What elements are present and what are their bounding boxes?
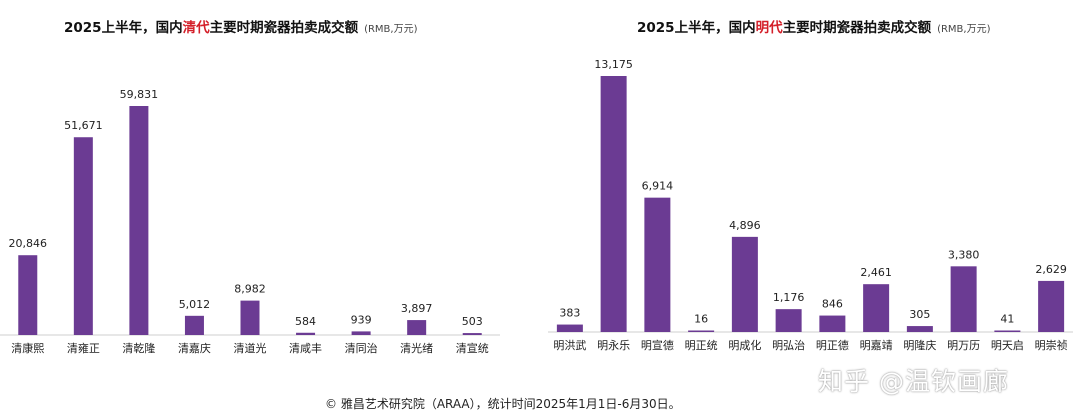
qing-value-label: 3,897 — [401, 302, 433, 315]
ming-value-label: 41 — [1000, 313, 1014, 326]
ming-bar — [731, 236, 758, 332]
qing-category-label: 清嘉庆 — [178, 341, 211, 355]
source-footnote: © 雅昌艺术研究院（ARAA），统计时间2025年1月1日-6月30日。 — [325, 397, 681, 411]
ming-chart-title: 2025上半年，国内明代主要时期瓷器拍卖成交额 (RMB,万元) — [637, 16, 991, 36]
ming-bar — [950, 266, 977, 332]
ming-bar — [863, 284, 890, 332]
ming-value-label: 1,176 — [773, 291, 805, 304]
qing-category-label: 清咸丰 — [289, 342, 322, 355]
qing-value-label: 939 — [351, 313, 372, 326]
ming-bar — [906, 326, 933, 332]
ming-value-label: 846 — [822, 298, 843, 311]
qing-value-label: 584 — [295, 315, 316, 328]
qing-bar — [240, 300, 260, 335]
ming-title-highlight: 明代 — [755, 20, 783, 36]
qing-category-label: 清道光 — [234, 341, 267, 355]
ming-bar — [775, 309, 802, 332]
ming-category-label: 明洪武 — [553, 338, 586, 352]
ming-value-label: 2,629 — [1035, 263, 1067, 276]
ming-value-label: 383 — [559, 307, 580, 320]
ming-category-label: 明弘治 — [772, 338, 805, 352]
ming-category-label: 明正德 — [816, 338, 849, 352]
ming-bar — [688, 330, 715, 332]
qing-category-label: 清宣统 — [456, 341, 489, 355]
qing-bar — [351, 331, 371, 335]
qing-bar — [184, 315, 204, 335]
qing-value-label: 51,671 — [64, 119, 103, 132]
ming-category-label: 明隆庆 — [903, 338, 936, 352]
qing-title-unit: (RMB,万元) — [364, 24, 418, 35]
ming-value-label: 6,914 — [642, 180, 674, 193]
ming-category-label: 明宣德 — [641, 338, 674, 352]
ming-title-suffix: 主要时期瓷器拍卖成交额 — [782, 20, 932, 36]
qing-value-label: 59,831 — [120, 88, 159, 101]
qing-category-label: 清雍正 — [67, 341, 100, 355]
ming-bar — [556, 324, 583, 332]
qing-title-prefix: 2025上半年，国内 — [64, 20, 183, 36]
ming-bar — [819, 315, 846, 332]
ming-value-label: 3,380 — [948, 248, 980, 261]
ming-value-label: 4,896 — [729, 219, 761, 232]
qing-category-label: 清光绪 — [400, 341, 433, 355]
ming-value-label: 305 — [909, 308, 930, 321]
qing-value-label: 5,012 — [179, 298, 211, 311]
ming-title-unit: (RMB,万元) — [937, 24, 991, 35]
ming-category-label: 明万历 — [947, 339, 980, 352]
ming-bar — [600, 76, 627, 332]
ming-value-label: 13,175 — [594, 58, 633, 71]
ming-bar — [1038, 280, 1065, 332]
qing-bar — [296, 332, 316, 335]
qing-value-label: 503 — [462, 315, 483, 328]
qing-title-suffix: 主要时期瓷器拍卖成交额 — [209, 20, 359, 36]
qing-category-label: 清同治 — [345, 341, 378, 355]
ming-bar-chart: 383 明洪武 13,175 明永乐 6,914 明宣德 16 明正统 4,896 明成化 1,17… — [548, 58, 1073, 352]
ming-value-label: 16 — [694, 313, 708, 326]
qing-chart-title: 2025上半年，国内清代主要时期瓷器拍卖成交额 (RMB,万元) — [64, 16, 418, 36]
qing-bar-chart: 20,846 清康熙 51,671 清雍正 59,831 清乾隆 5,012 清嘉庆 8,982… — [0, 88, 500, 355]
qing-bar — [407, 320, 427, 335]
ming-category-label: 明天启 — [991, 339, 1024, 352]
ming-category-label: 明成化 — [728, 338, 761, 352]
qing-title-highlight: 清代 — [182, 20, 210, 36]
ming-category-label: 明嘉靖 — [860, 338, 893, 352]
ming-bar — [994, 330, 1021, 332]
ming-category-label: 明崇祯 — [1035, 338, 1068, 352]
ming-value-label: 2,461 — [860, 266, 892, 279]
qing-category-label: 清乾隆 — [122, 341, 155, 355]
ming-category-label: 明正统 — [685, 339, 718, 352]
qing-value-label: 20,846 — [9, 237, 48, 250]
qing-bar — [18, 255, 38, 335]
qing-bar — [73, 137, 93, 335]
ming-category-label: 明永乐 — [597, 338, 630, 352]
qing-value-label: 8,982 — [234, 283, 266, 296]
ming-title-prefix: 2025上半年，国内 — [637, 20, 756, 36]
qing-category-label: 清康熙 — [11, 341, 44, 355]
watermark-text: 知乎 @温钦画廊 — [818, 367, 1009, 396]
ming-bar — [644, 197, 671, 332]
qing-bar — [462, 333, 482, 335]
qing-bar — [129, 106, 149, 335]
